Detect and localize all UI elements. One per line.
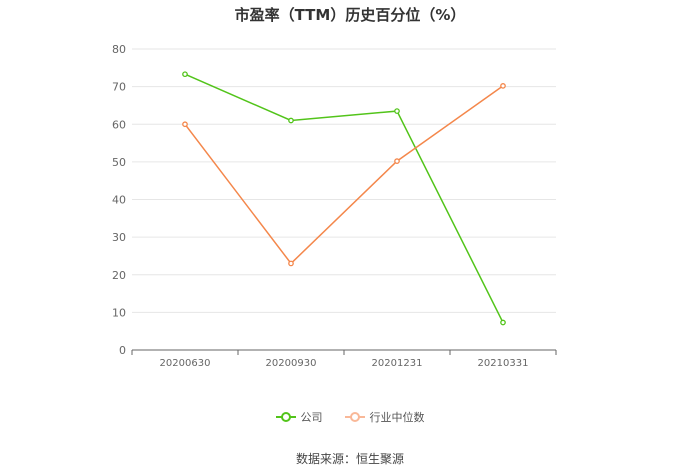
data-point [394, 108, 400, 114]
x-tick-label: 20200630 [160, 358, 211, 369]
legend-label-company: 公司 [300, 411, 323, 424]
legend-label-industry-median: 行业中位数 [369, 411, 425, 424]
data-point [500, 319, 506, 326]
data-point [182, 71, 188, 78]
y-tick-label: 60 [112, 118, 126, 131]
series-line-1 [184, 85, 504, 265]
data-point [500, 83, 506, 89]
data-point [288, 117, 294, 124]
y-tick-label: 30 [112, 231, 126, 244]
x-tick-label: 20201231 [372, 358, 423, 369]
legend[interactable]: 公司 行业中位数 [0, 409, 700, 425]
x-tick-label: 20200930 [266, 358, 317, 369]
y-tick-label: 10 [112, 306, 126, 319]
y-tick-label: 80 [112, 43, 126, 56]
data-point [394, 158, 400, 164]
legend-item-industry-median[interactable]: 行业中位数 [344, 409, 425, 425]
y-tick-label: 0 [119, 344, 126, 357]
gridlines [132, 48, 556, 313]
series-lines [182, 71, 506, 326]
tick-labels: 0 10 20 30 40 50 60 70 80 20200630 20200930 2020123… [112, 43, 528, 369]
data-point [288, 260, 294, 267]
source-note: 数据来源：恒生聚源 [295, 452, 404, 466]
legend-marker-company-icon [275, 411, 296, 423]
series-line-0 [184, 73, 504, 323]
y-tick-label: 20 [112, 269, 126, 282]
x-tick-label: 20210331 [478, 358, 529, 369]
legend-marker-industry-median-icon [344, 411, 365, 423]
axes [131, 349, 557, 355]
y-tick-label: 50 [112, 156, 126, 169]
y-tick-label: 40 [112, 194, 126, 207]
y-tick-label: 70 [112, 81, 126, 94]
data-point [182, 121, 188, 128]
chart-title: 市盈率（TTM）历史百分位（%） [234, 6, 466, 24]
legend-item-company[interactable]: 公司 [275, 409, 323, 425]
